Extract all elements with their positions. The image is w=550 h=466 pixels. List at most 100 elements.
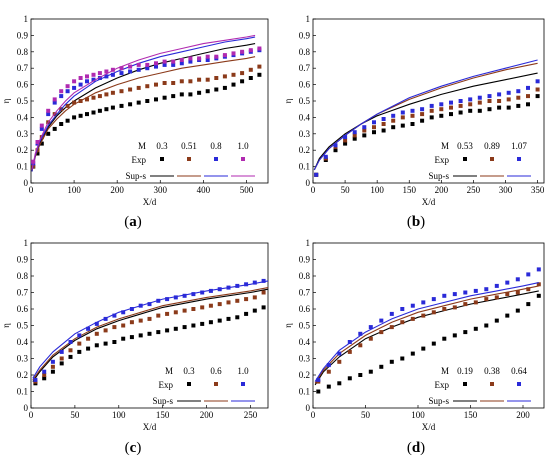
exp-point [52, 100, 57, 105]
exp-point [535, 94, 540, 99]
exp-point [252, 280, 257, 285]
y-tick-label: 0.4 [299, 112, 311, 122]
exp-point [257, 64, 262, 69]
y-tick-label: 0.3 [299, 129, 311, 139]
legend-exp-marker [214, 382, 218, 386]
exp-point [536, 267, 541, 272]
exp-point [91, 95, 96, 100]
exp-point [226, 285, 231, 290]
exp-point [368, 336, 373, 341]
exp-point [191, 307, 196, 311]
exp-point [343, 135, 348, 140]
exp-point [516, 89, 521, 94]
y-tick-label: 0.2 [299, 370, 310, 380]
chart-panel-a: 0 100 200 300 400 500 0 0.1 0.2 0.3 0.4 0.5 0.6 0.7 0.… [1, 14, 269, 230]
exp-point [506, 90, 511, 95]
exp-point [165, 297, 170, 302]
exp-point [188, 56, 193, 61]
exp-point [165, 311, 170, 316]
series-0.19 [314, 290, 541, 394]
exp-point [535, 79, 540, 84]
exp-point [505, 280, 510, 285]
exp-point [362, 133, 367, 138]
exp-point [200, 321, 205, 326]
exp-point [136, 100, 141, 105]
exp-point [188, 59, 193, 64]
exp-point [494, 295, 499, 300]
exp-point [473, 288, 478, 293]
legend-value: 0.53 [457, 141, 473, 151]
exp-point [358, 331, 363, 336]
y-tick-label: 0 [306, 178, 311, 188]
exp-point [191, 292, 196, 297]
exp-point [121, 323, 126, 328]
exp-point [171, 81, 176, 85]
exp-point [535, 87, 540, 92]
chart-panel-c: 0 50 100 150 200 250 0 0.1 0.2 0.3 0.4 0.5 0.6 0.7 0.8… [1, 238, 269, 456]
exp-point [337, 351, 342, 356]
exp-point [188, 79, 193, 84]
exp-point [429, 108, 434, 113]
x-tick-label: 200 [516, 410, 530, 420]
exp-point [52, 97, 57, 102]
exp-point [85, 112, 89, 117]
exp-point [352, 136, 357, 141]
legend-exp-marker [463, 382, 467, 386]
legend-title: M [441, 141, 449, 151]
exp-point [173, 295, 178, 300]
exp-point [119, 66, 124, 71]
y-tick-label: 0.1 [299, 387, 310, 397]
exp-point [72, 85, 77, 90]
exp-point [400, 356, 405, 361]
exp-point [214, 87, 219, 92]
exp-point [244, 297, 249, 302]
sim-curve-line [313, 62, 538, 171]
exp-point [439, 113, 444, 118]
y-tick-label: 0.5 [299, 321, 311, 331]
exp-point [442, 293, 447, 298]
exp-point [156, 298, 161, 303]
exp-point [85, 97, 89, 102]
y-tick-label: 0.2 [17, 370, 28, 380]
legend-exp-marker [517, 382, 521, 386]
exp-point [515, 277, 520, 282]
x-tick-label: 350 [531, 185, 545, 195]
panel-label: (a) [124, 214, 142, 230]
legend-sim-label: Sup-s [125, 171, 146, 181]
y-tick-label: 0.1 [299, 162, 310, 172]
exp-point [46, 108, 51, 113]
exp-point [442, 307, 447, 311]
exp-point [50, 369, 55, 374]
exp-point [362, 125, 367, 130]
exp-point [39, 126, 44, 131]
exp-point [333, 143, 338, 148]
exp-point [162, 95, 167, 100]
exp-point [173, 326, 178, 331]
exp-point [154, 61, 158, 66]
panel-label-letter: c [130, 440, 137, 456]
panel-label: (c) [125, 440, 142, 456]
exp-point [31, 159, 36, 164]
exp-point [389, 325, 394, 330]
exp-point [343, 138, 348, 143]
panel-label-letter: b [412, 214, 420, 230]
exp-point [261, 305, 266, 310]
panel-label: (d) [407, 440, 425, 456]
series-1.07 [313, 59, 540, 177]
exp-point [231, 82, 236, 87]
exp-point [208, 320, 213, 325]
exp-point [217, 302, 222, 307]
exp-point [326, 384, 331, 389]
exp-point [473, 300, 478, 305]
exp-point [182, 308, 187, 313]
exp-point [205, 77, 210, 82]
exp-point [200, 290, 205, 295]
x-tick-label: 200 [200, 410, 214, 420]
panel-label-close: ) [420, 440, 425, 456]
exp-point [129, 320, 134, 325]
exp-point [248, 76, 253, 80]
panel-label-close: ) [420, 214, 425, 230]
exp-point [421, 346, 426, 351]
x-tick-label: 100 [370, 185, 384, 195]
